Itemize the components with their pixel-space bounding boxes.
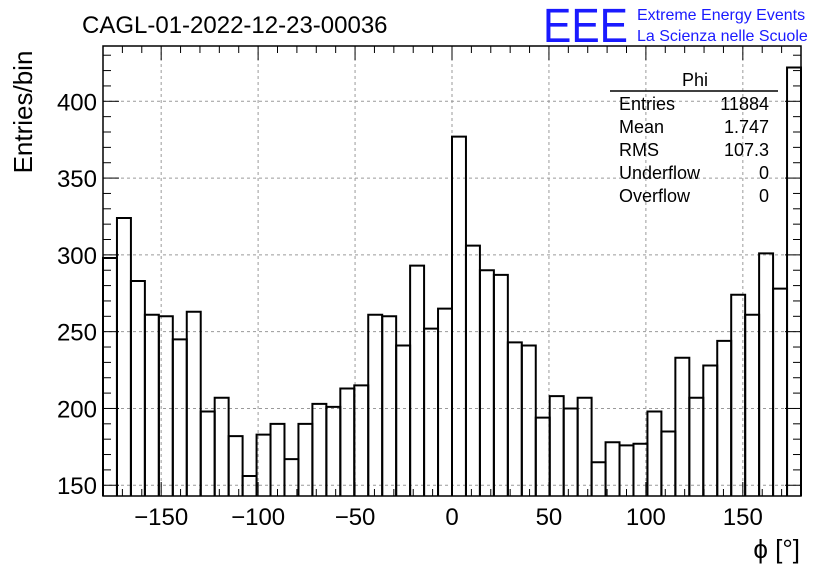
y-tick-label: 300 — [57, 243, 97, 270]
histogram-bin — [102, 256, 118, 496]
eee-logo: EEE — [543, 0, 628, 53]
histogram-bin — [506, 341, 523, 496]
x-tick-label: −50 — [335, 504, 376, 531]
histogram-bin — [381, 315, 398, 496]
histogram-bin — [437, 307, 453, 496]
histogram-bin — [255, 433, 272, 496]
stats-value-overflow: 0 — [759, 186, 769, 206]
x-tick-label: 50 — [536, 504, 563, 531]
histogram-bin — [534, 416, 551, 496]
stats-value-mean: 1.747 — [724, 117, 769, 137]
histogram-bin — [618, 444, 635, 496]
histogram-bin — [590, 461, 607, 496]
histogram-bin — [478, 269, 495, 496]
stats-box: Phi Entries 11884 Mean 1.747 RMS 107.3 U… — [610, 70, 778, 206]
y-tick-label: 200 — [57, 396, 97, 423]
histogram-bin — [339, 387, 356, 496]
histogram-bin — [199, 410, 216, 496]
histogram-bin — [143, 313, 160, 496]
stats-label-entries: Entries — [619, 94, 675, 114]
histogram-bin — [660, 430, 677, 496]
x-tick-label: −150 — [134, 504, 188, 531]
stats-label-mean: Mean — [619, 117, 664, 137]
histogram-bin — [548, 395, 565, 496]
stats-label-underflow: Underflow — [619, 163, 701, 183]
stats-title: Phi — [682, 70, 708, 90]
x-tick-label: 100 — [626, 504, 666, 531]
stats-value-entries: 11884 — [720, 94, 769, 114]
histogram-bin — [632, 442, 649, 496]
y-tick-label: 400 — [57, 89, 97, 116]
histogram-bin — [604, 441, 621, 496]
axis-ticks — [103, 46, 801, 496]
stats-label-overflow: Overflow — [619, 186, 691, 206]
histogram-bin — [353, 384, 370, 496]
histogram-bin — [520, 344, 537, 496]
histogram-bin — [744, 313, 761, 496]
histogram-bin — [227, 435, 244, 496]
histogram-bin — [716, 339, 733, 496]
histogram-bin — [562, 407, 579, 496]
histogram-bin — [311, 402, 328, 496]
y-tick-label: 350 — [57, 166, 97, 193]
histogram-bin — [423, 327, 440, 496]
histogram-bin — [409, 264, 426, 496]
y-tick-label: 150 — [57, 473, 97, 500]
x-tick-label: 0 — [445, 504, 458, 531]
histogram-bin — [241, 475, 258, 496]
histogram-bin — [185, 310, 202, 496]
logo-subtitle-line1: Extreme Energy Events — [637, 7, 805, 24]
histogram-bin — [464, 244, 481, 496]
stats-label-rms: RMS — [619, 140, 659, 160]
histogram-bin — [451, 135, 467, 496]
histogram-bin — [758, 252, 775, 496]
y-tick-label: 250 — [57, 320, 97, 347]
x-tick-label: −100 — [231, 504, 285, 531]
logo-subtitle-line2: La Scienza nelle Scuole — [637, 28, 808, 45]
y-axis-label: Entries/bin — [8, 51, 38, 174]
x-axis-label: ϕ [°] — [753, 534, 800, 564]
histogram-bin — [492, 273, 509, 496]
histogram-bin — [576, 396, 593, 496]
chart-title: CAGL-01-2022-12-23-00036 — [82, 12, 388, 39]
histogram-bin — [129, 279, 146, 496]
histogram-bin — [297, 422, 314, 496]
stats-value-rms: 107.3 — [724, 140, 769, 160]
histogram-bin — [367, 313, 384, 496]
histogram-bin — [674, 356, 691, 496]
tick-labels: −150 −100 −50 0 50 100 150 150 200 250 300 350 400 — [57, 89, 763, 531]
histogram-bin — [688, 396, 705, 496]
histogram-bin — [115, 217, 132, 496]
histogram-bin — [702, 364, 719, 496]
histogram-bin — [646, 410, 663, 496]
histogram-bin — [171, 338, 188, 496]
x-tick-label: 150 — [723, 504, 763, 531]
histogram-bin — [213, 396, 230, 496]
histogram-bin — [325, 405, 342, 496]
histogram-bin — [395, 344, 412, 496]
stats-value-underflow: 0 — [759, 163, 769, 183]
histogram-bin — [772, 287, 789, 496]
histogram-bin — [283, 458, 300, 496]
